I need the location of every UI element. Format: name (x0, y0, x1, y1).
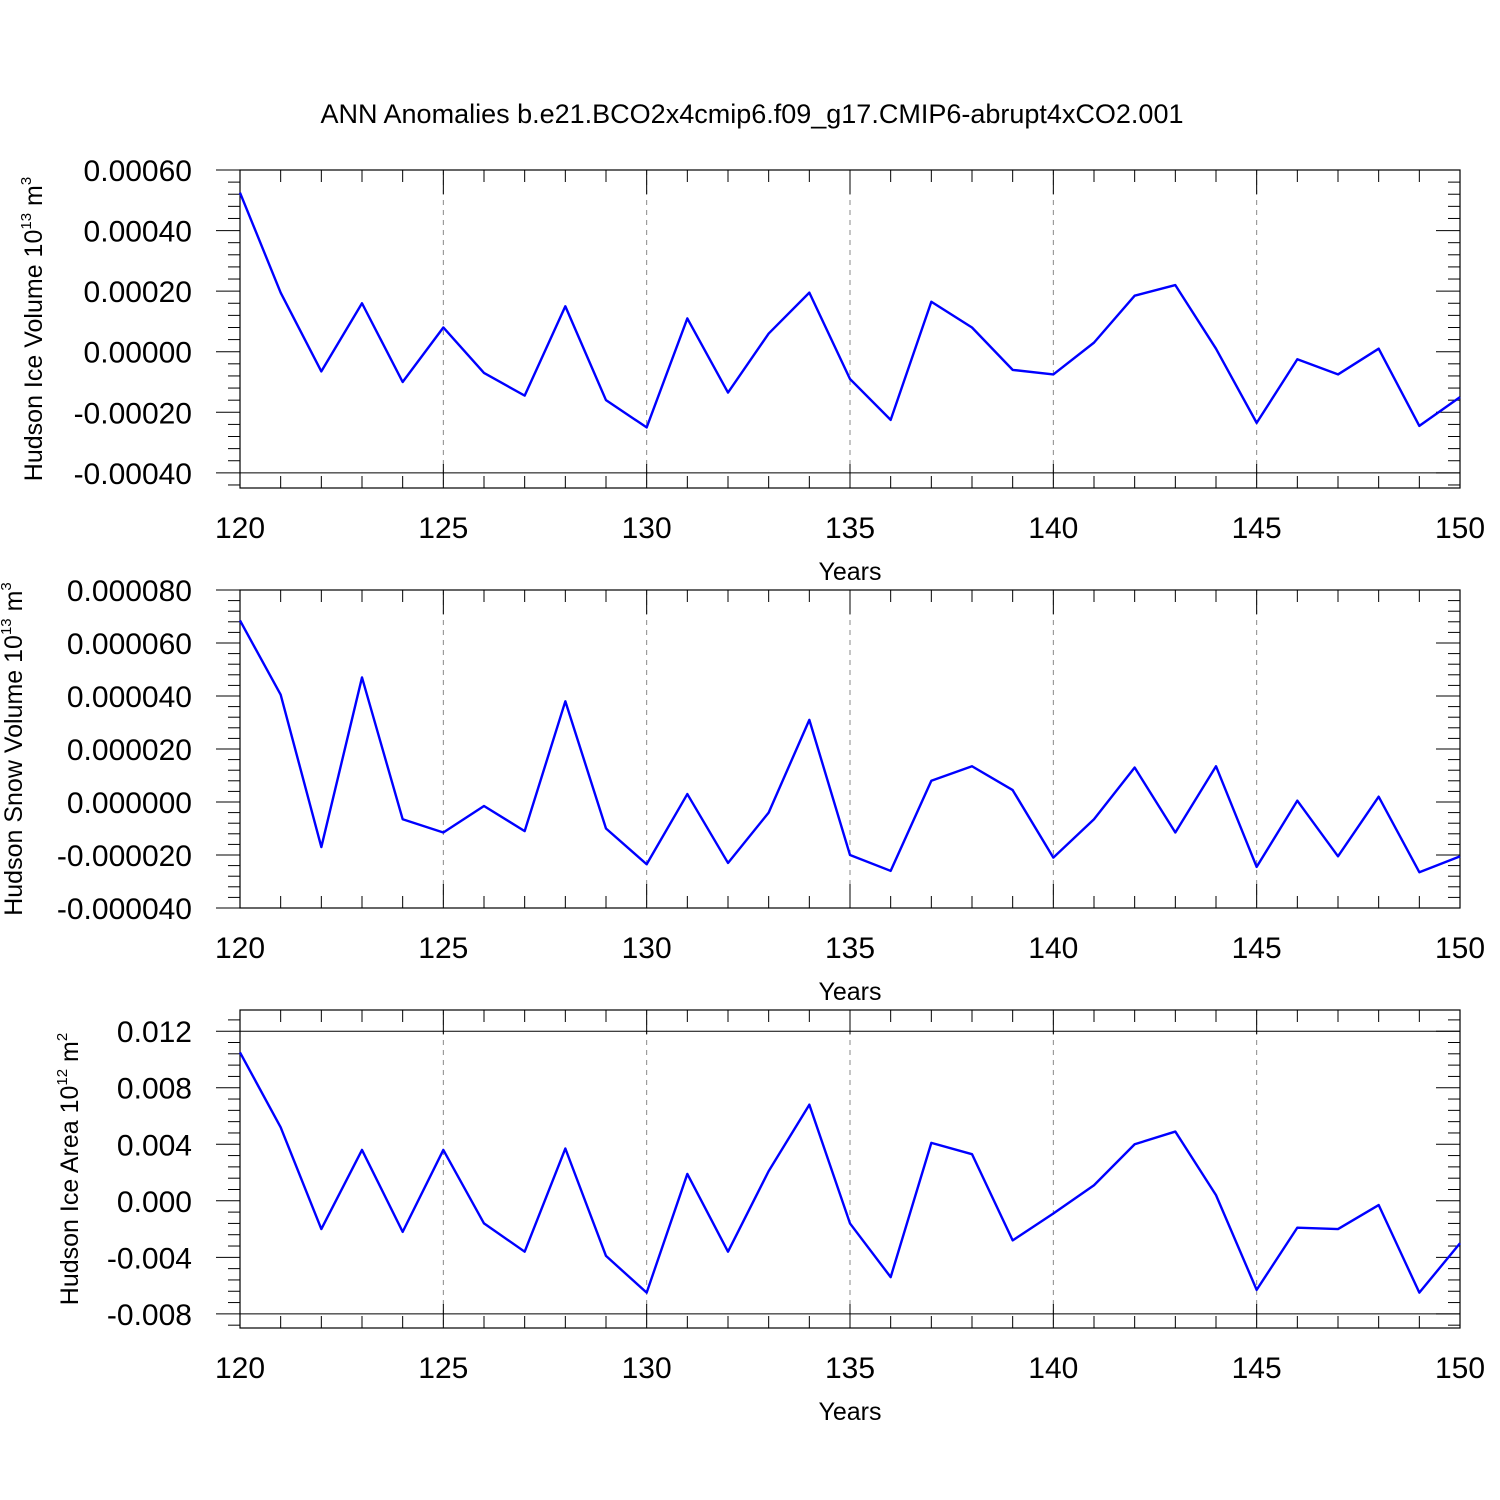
chart-2-y-tick-label: -0.000040 (57, 893, 192, 926)
chart-2-y-axis-title-exponent: 13 (0, 618, 15, 635)
chart-1: 120 125 130 135 140 145 150 Years -0.00040 -0.000… (18, 155, 1485, 586)
chart-1-y-axis-title-text: Hudson Ice Volume 10 (20, 230, 48, 482)
chart-2-x-tick-label: 145 (1232, 932, 1282, 965)
chart-2-y-axis-title-unit: m (0, 591, 28, 619)
chart-1-y-tick-label: 0.00000 (84, 337, 192, 370)
chart-1-y-tick-label: 0.00020 (84, 276, 192, 309)
chart-3-y-tick-label: 0.008 (117, 1073, 192, 1106)
chart-1-y-axis-title-unit: m (20, 185, 48, 213)
chart-1-y-axis-title-exponent: 13 (18, 213, 35, 230)
chart-2-x-tick-label: 125 (418, 932, 468, 965)
chart-3-x-tick-label: 140 (1028, 1352, 1078, 1385)
page-title: ANN Anomalies b.e21.BCO2x4cmip6.f09_g17.… (321, 99, 1184, 129)
chart-3-y-tick-label: -0.008 (107, 1299, 192, 1332)
chart-3-y-axis-title-exponent: 12 (54, 1069, 71, 1086)
chart-3-x-axis-title: Years (818, 1398, 881, 1426)
chart-3-y-axis-title-unit: m (56, 1041, 84, 1069)
chart-2-y-axis-title-unit-exponent: 3 (0, 582, 15, 590)
chart-3-y-axis-title-text: Hudson Ice Area 10 (56, 1086, 84, 1306)
chart-3-y-tick-label: 0.012 (117, 1016, 192, 1049)
chart-2: 120 125 130 135 140 145 150 Years -0.000040 -0.00… (0, 575, 1485, 1006)
chart-1-y-axis-title: Hudson Ice Volume 1013 m3 (18, 177, 48, 481)
chart-2-x-axis-title: Years (818, 978, 881, 1006)
chart-2-x-tick-label: 120 (215, 932, 265, 965)
chart-1-x-tick-label: 120 (215, 512, 265, 545)
chart-1-y-tick-label: -0.00040 (74, 458, 192, 491)
chart-2-y-axis-title: Hudson Snow Volume 1013 m3 (0, 582, 28, 916)
chart-3-x-tick-label: 150 (1435, 1352, 1485, 1385)
chart-1-series-line (238, 192, 1461, 429)
chart-3-y-axis-title: Hudson Ice Area 1012 m2 (54, 1033, 84, 1305)
chart-2-x-tick-label: 150 (1435, 932, 1485, 965)
chart-1-x-axis-title: Years (818, 558, 881, 586)
chart-1-y-tick-label: 0.00060 (84, 155, 192, 188)
chart-1-y-axis-title-unit-exponent: 3 (18, 177, 35, 185)
chart-2-x-tick-label: 135 (825, 932, 875, 965)
chart-2-y-tick-label: 0.000000 (67, 787, 192, 820)
chart-1-x-tick-label: 130 (622, 512, 672, 545)
chart-2-x-tick-label: 130 (622, 932, 672, 965)
chart-1-x-tick-label: 145 (1232, 512, 1282, 545)
chart-2-series-line (238, 619, 1461, 874)
chart-2-y-tick-label: 0.000020 (67, 734, 192, 767)
chart-2-y-tick-label: 0.000060 (67, 628, 192, 661)
chart-3-series-line (238, 1051, 1461, 1294)
chart-1-x-tick-label: 150 (1435, 512, 1485, 545)
chart-2-x-tick-label: 140 (1028, 932, 1078, 965)
chart-3-x-tick-label: 145 (1232, 1352, 1282, 1385)
chart-2-y-tick-label: 0.000080 (67, 575, 192, 608)
chart-3-y-tick-label: -0.004 (107, 1242, 192, 1275)
chart-3-x-tick-label: 130 (622, 1352, 672, 1385)
chart-2-y-tick-label: 0.000040 (67, 681, 192, 714)
chart-3-y-tick-label: 0.000 (117, 1186, 192, 1219)
chart-3: 120 125 130 135 140 145 150 Years -0.008 -0.004 0.… (54, 1009, 1485, 1426)
chart-2-y-axis-title-text: Hudson Snow Volume 10 (0, 635, 28, 916)
plots-container: 120 125 130 135 140 145 150 Years -0.00040 -0.000… (0, 155, 1485, 1426)
chart-3-y-axis-title-unit-exponent: 2 (54, 1033, 71, 1041)
chart-3-x-tick-label: 125 (418, 1352, 468, 1385)
chart-3-x-tick-label: 120 (215, 1352, 265, 1385)
chart-1-y-tick-label: 0.00040 (84, 216, 192, 249)
chart-1-x-tick-label: 140 (1028, 512, 1078, 545)
chart-3-y-tick-label: 0.004 (117, 1129, 192, 1162)
chart-1-x-tick-label: 125 (418, 512, 468, 545)
chart-1-x-tick-label: 135 (825, 512, 875, 545)
chart-3-x-tick-label: 135 (825, 1352, 875, 1385)
chart-2-y-tick-label: -0.000020 (57, 840, 192, 873)
chart-1-y-tick-label: -0.00020 (74, 397, 192, 430)
